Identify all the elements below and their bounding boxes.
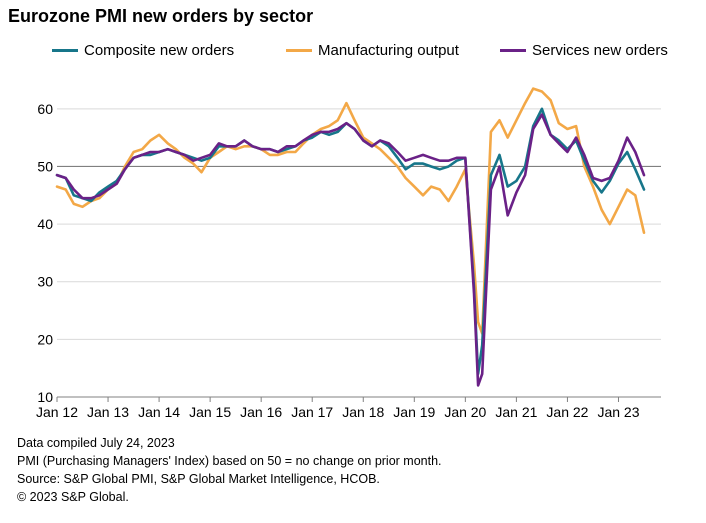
x-tick-label: Jan 16	[240, 404, 282, 420]
legend-swatch-manufacturing	[286, 49, 312, 52]
x-tick-label: Jan 14	[138, 404, 180, 420]
series-line-services	[55, 113, 646, 387]
legend-item-composite: Composite new orders	[52, 42, 234, 59]
legend-swatch-services	[500, 49, 526, 52]
footer-source: Source: S&P Global PMI, S&P Global Marke…	[17, 472, 380, 486]
x-tick-label: Jan 12	[36, 404, 78, 420]
x-tick-label: Jan 17	[291, 404, 333, 420]
y-tick-label: 60	[37, 101, 53, 117]
x-tick-label: Jan 22	[546, 404, 588, 420]
footer-date: Data compiled July 24, 2023	[17, 436, 175, 450]
x-tick-label: Jan 18	[342, 404, 384, 420]
legend-item-services: Services new orders	[500, 42, 668, 59]
series-line-manufacturing	[55, 87, 646, 335]
chart-footer: Data compiled July 24, 2023 PMI (Purchas…	[17, 434, 442, 506]
legend-label-services: Services new orders	[532, 42, 668, 59]
y-tick-label: 10	[37, 389, 53, 405]
legend-label-composite: Composite new orders	[84, 42, 235, 59]
series-lines	[55, 87, 646, 387]
y-axis: 10 20 30 40 50 60	[37, 101, 53, 405]
chart-title: Eurozone PMI new orders by sector	[8, 6, 314, 26]
x-axis: Jan 12 Jan 13 Jan 14 Jan 15 Jan 16 Jan 17 Jan …	[36, 396, 661, 420]
x-tick-label: Jan 19	[393, 404, 435, 420]
footer-note: PMI (Purchasing Managers' Index) based o…	[17, 454, 442, 468]
y-tick-label: 40	[37, 216, 53, 232]
y-tick-label: 20	[37, 331, 53, 347]
y-tick-label: 50	[37, 158, 53, 174]
footer-copyright: © 2023 S&P Global.	[17, 490, 129, 504]
y-tick-label: 30	[37, 274, 53, 290]
chart-legend: Composite new orders Manufacturing outpu…	[0, 42, 706, 62]
series-line-composite	[55, 107, 646, 376]
x-tick-label: Jan 20	[444, 404, 486, 420]
x-tick-label: Jan 23	[597, 404, 639, 420]
legend-swatch-composite	[52, 49, 78, 52]
legend-label-manufacturing: Manufacturing output	[318, 42, 459, 59]
x-tick-label: Jan 15	[189, 404, 231, 420]
x-tick-label: Jan 21	[495, 404, 537, 420]
legend-item-manufacturing: Manufacturing output	[286, 42, 459, 59]
line-chart: Jan 12 Jan 13 Jan 14 Jan 15 Jan 16 Jan 17 Jan …	[36, 87, 661, 420]
x-tick-label: Jan 13	[87, 404, 129, 420]
